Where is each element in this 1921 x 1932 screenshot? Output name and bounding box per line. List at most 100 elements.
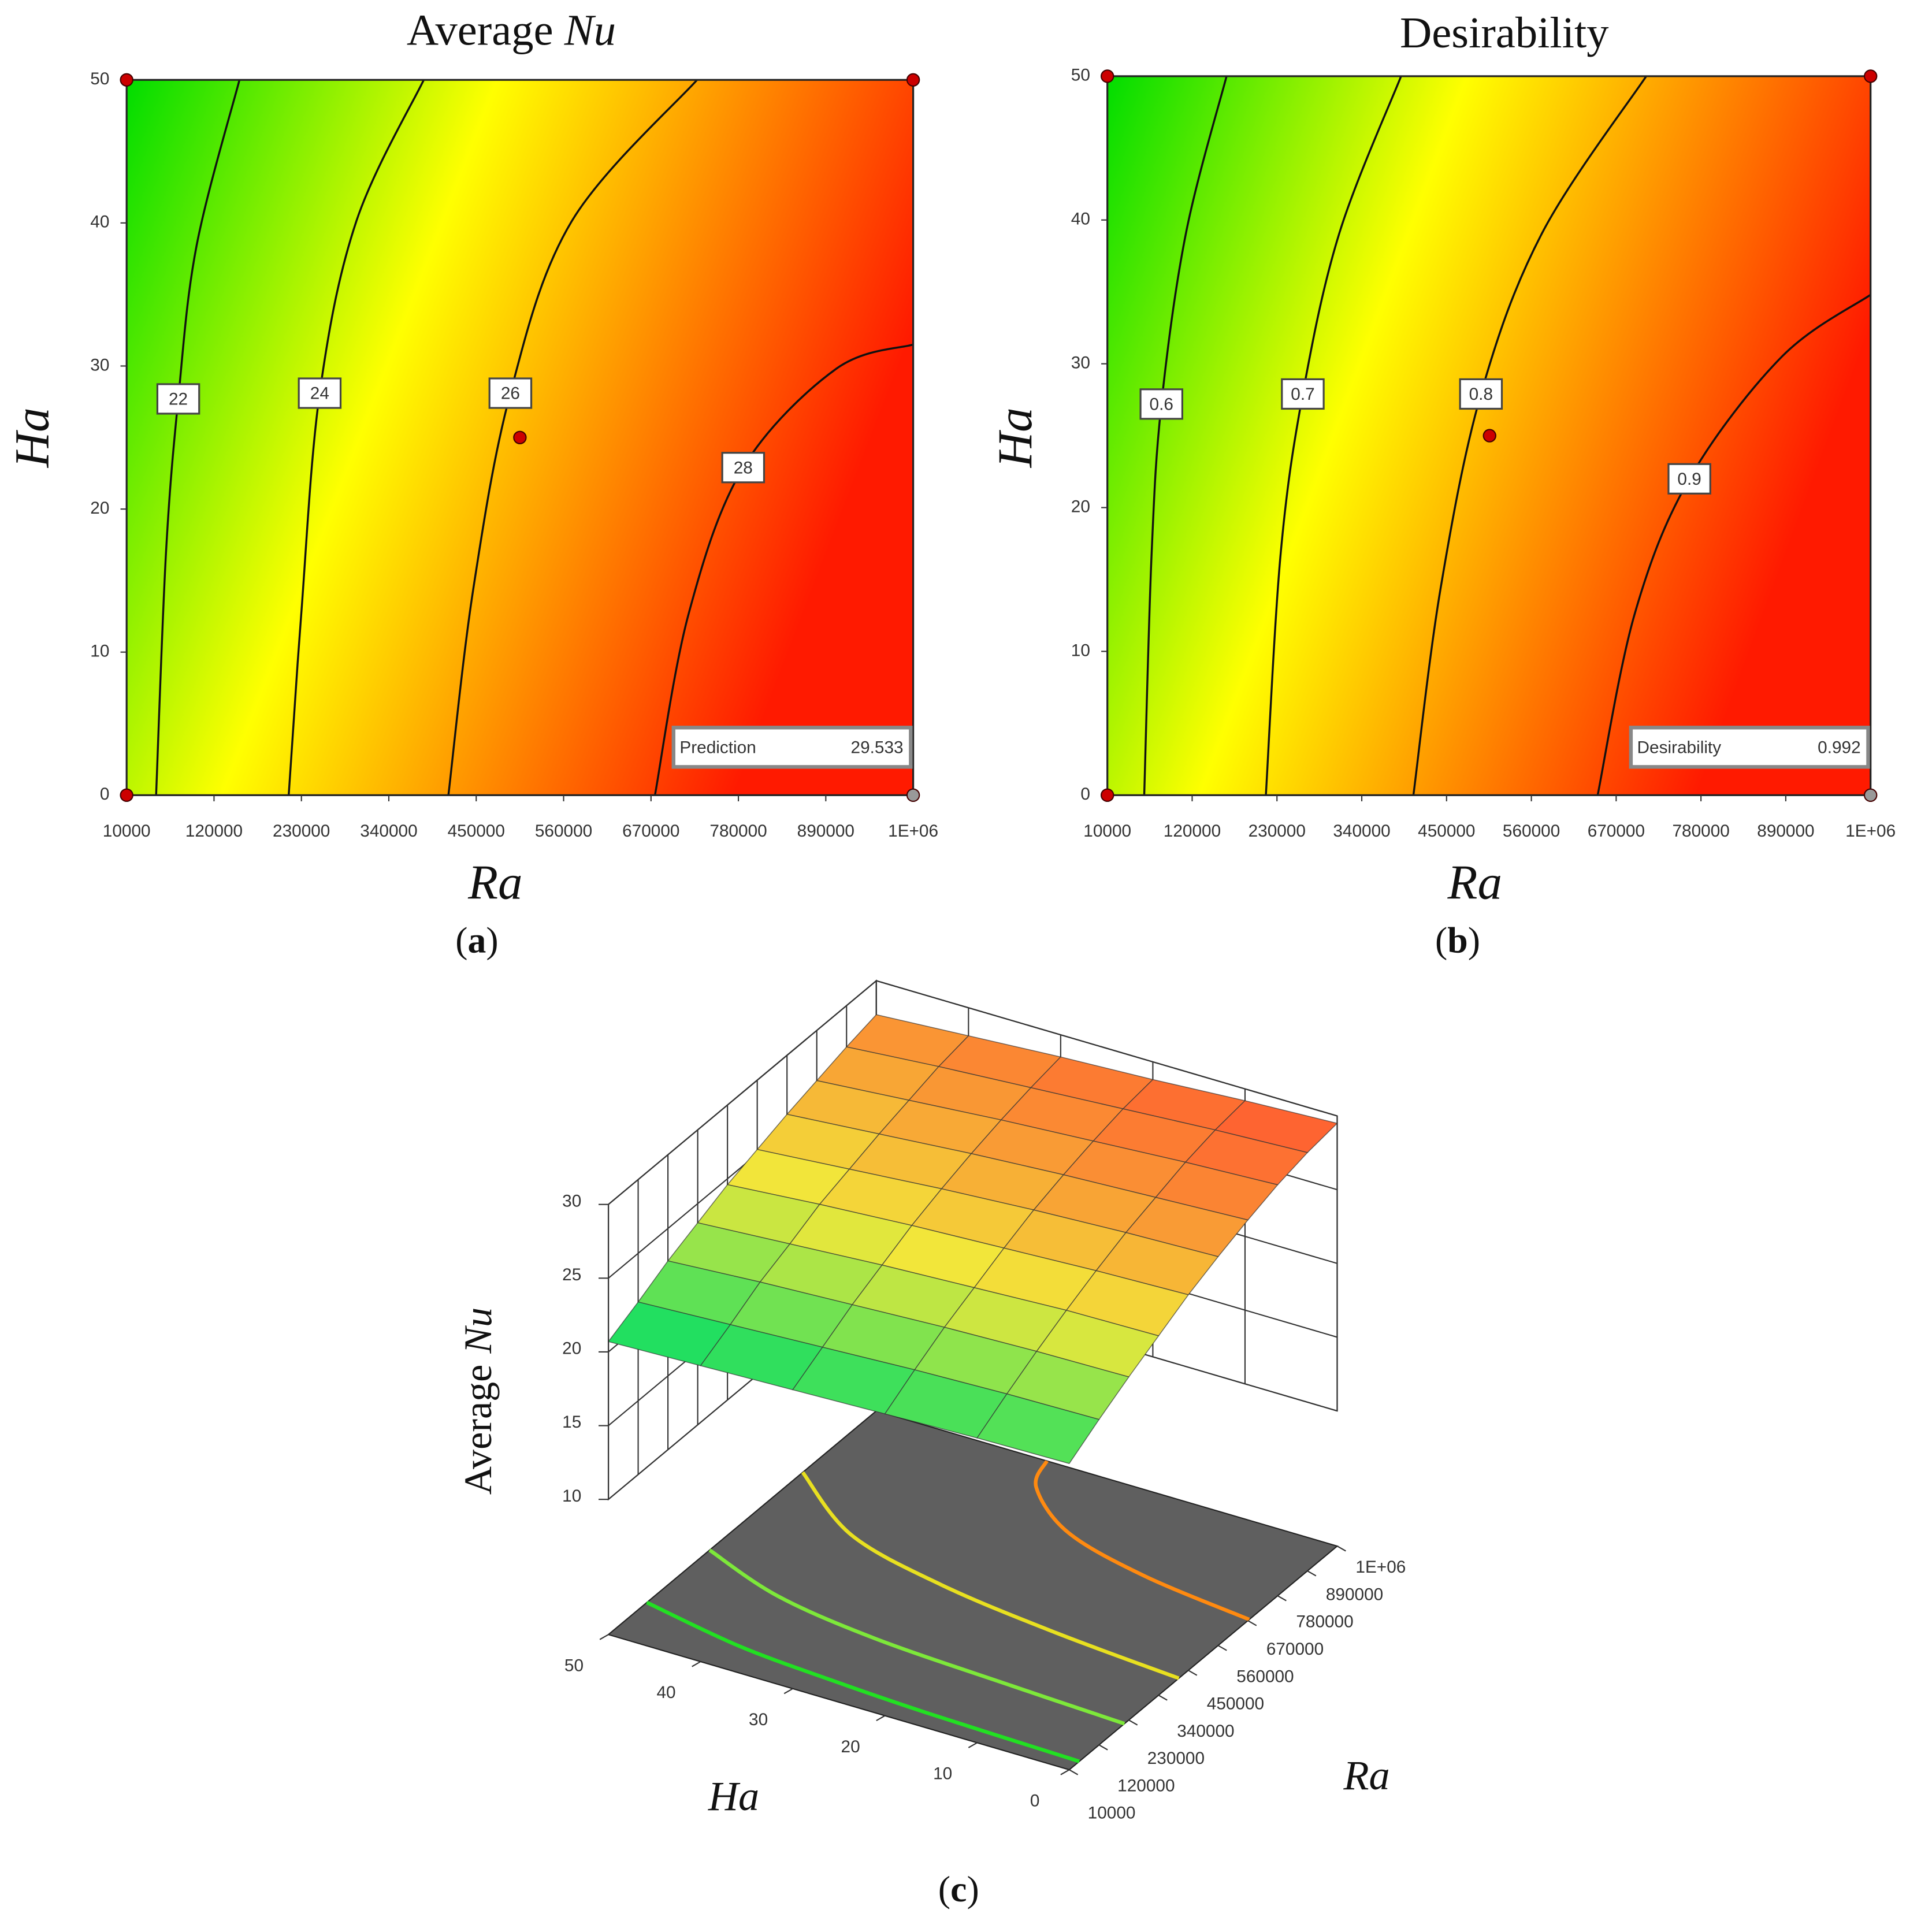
x-tick-label: 10000 (1083, 822, 1131, 841)
annotation-box (1629, 726, 1870, 769)
floor-contour (708, 1548, 1125, 1726)
y-tick-label: 20 (1071, 497, 1090, 516)
x-tick-label: 120000 (1117, 1776, 1175, 1795)
x-tick-label: 890000 (797, 822, 854, 841)
y-tick (599, 1634, 609, 1640)
design-point (1101, 69, 1114, 83)
x-tick (1098, 1744, 1108, 1751)
contour-label-box (1281, 378, 1325, 410)
text-part: ) (967, 1868, 979, 1909)
design-point (906, 788, 920, 802)
x-tick-label: 340000 (1333, 822, 1390, 841)
x-tick-label: 340000 (1177, 1722, 1234, 1741)
contour-label: 28 (734, 458, 753, 477)
x-tick-label: 890000 (1757, 822, 1814, 841)
plot-frame (125, 79, 915, 796)
text-part: a (467, 919, 486, 960)
text-part: Desirability (1400, 8, 1609, 57)
y-tick-label: 50 (564, 1656, 584, 1675)
y-tick-label: 20 (90, 499, 109, 518)
annotation-value: 29.533 (851, 738, 904, 757)
annotation-label: Prediction (679, 738, 756, 757)
y-tick-label: 50 (90, 69, 109, 88)
y-tick-label: 0 (1080, 785, 1090, 804)
y-axis-label: Ha (708, 1773, 759, 1819)
x-tick-label: 450000 (1207, 1695, 1264, 1714)
x-tick-label: 890000 (1326, 1585, 1383, 1604)
y-tick-label: 40 (1071, 210, 1090, 229)
x-tick (1307, 1570, 1317, 1577)
title: Average Nu (407, 5, 616, 54)
design-point (513, 430, 527, 444)
x-tick-label: 1E+06 (888, 822, 938, 841)
x-tick-label: 120000 (1164, 822, 1221, 841)
x-tick-label: 560000 (1503, 822, 1560, 841)
plot-frame (1106, 75, 1872, 796)
y-tick (692, 1661, 701, 1667)
x-tick-label: 120000 (185, 822, 243, 841)
x-tick-label: 340000 (360, 822, 417, 841)
y-tick-label: 30 (1071, 354, 1090, 373)
x-tick-label: 560000 (1236, 1667, 1294, 1686)
x-tick (1158, 1695, 1168, 1701)
contour-label: 22 (169, 389, 188, 408)
text-part: ( (938, 1868, 950, 1909)
contour-label-box (1139, 388, 1183, 420)
text-part: c (950, 1868, 967, 1909)
design-point (120, 73, 133, 87)
y-tick-label: 10 (933, 1764, 952, 1784)
x-tick-label: 780000 (1672, 822, 1729, 841)
contour-label-box (298, 377, 342, 409)
floor-contour (646, 1600, 1080, 1763)
z-tick-label: 30 (562, 1191, 581, 1210)
z-label: Average Nu (456, 1307, 500, 1495)
contour-label: 26 (501, 384, 520, 403)
x-axis-label: Ra (467, 855, 523, 909)
y-tick (783, 1688, 793, 1695)
annotation-label: Desirability (1637, 738, 1722, 757)
design-point (1482, 429, 1496, 443)
y-tick-label: 20 (841, 1737, 860, 1756)
panel-label: (b) (1435, 919, 1480, 960)
design-point (120, 788, 133, 802)
contour-label: 0.8 (1469, 385, 1493, 404)
contour-label-box (1667, 463, 1711, 495)
annotation-box (671, 726, 913, 769)
panel-label: (c) (938, 1868, 979, 1909)
x-tick-label: 230000 (273, 822, 330, 841)
contour-label-box (721, 452, 766, 484)
y-tick-label: 0 (100, 785, 110, 804)
y-axis-label: Ha (988, 407, 1042, 468)
x-tick-label: 1E+06 (1845, 822, 1896, 841)
contour-label: 0.6 (1150, 395, 1173, 414)
contour-label-box (488, 377, 533, 409)
text-part: ( (455, 919, 467, 960)
y-tick-label: 10 (90, 642, 109, 661)
floor-contour (801, 1471, 1180, 1680)
x-tick (1336, 1545, 1346, 1552)
x-tick-label: 560000 (535, 822, 592, 841)
x-tick-label: 780000 (709, 822, 767, 841)
title: Desirability (1400, 8, 1609, 57)
text-part: ) (1468, 919, 1480, 960)
x-tick (1217, 1645, 1227, 1651)
design-point (1864, 788, 1878, 802)
contour-label-box (156, 383, 200, 415)
floor-contour (1034, 1460, 1250, 1622)
y-tick-label: 40 (90, 213, 109, 232)
box-edge (876, 980, 1337, 1117)
floor (607, 1410, 1339, 1771)
x-tick-label: 670000 (1588, 822, 1645, 841)
x-tick (1128, 1719, 1138, 1726)
z-tick-label: 15 (562, 1413, 581, 1432)
y-tick-label: 0 (1030, 1791, 1040, 1810)
box-edge (608, 980, 877, 1205)
y-tick (968, 1742, 978, 1748)
z-tick-label: 25 (562, 1265, 581, 1284)
x-tick-label: 780000 (1296, 1613, 1353, 1632)
x-axis-label: Ra (1447, 855, 1502, 909)
text-part: Nu (564, 5, 616, 54)
y-tick-label: 30 (749, 1710, 768, 1729)
y-tick (876, 1715, 886, 1722)
